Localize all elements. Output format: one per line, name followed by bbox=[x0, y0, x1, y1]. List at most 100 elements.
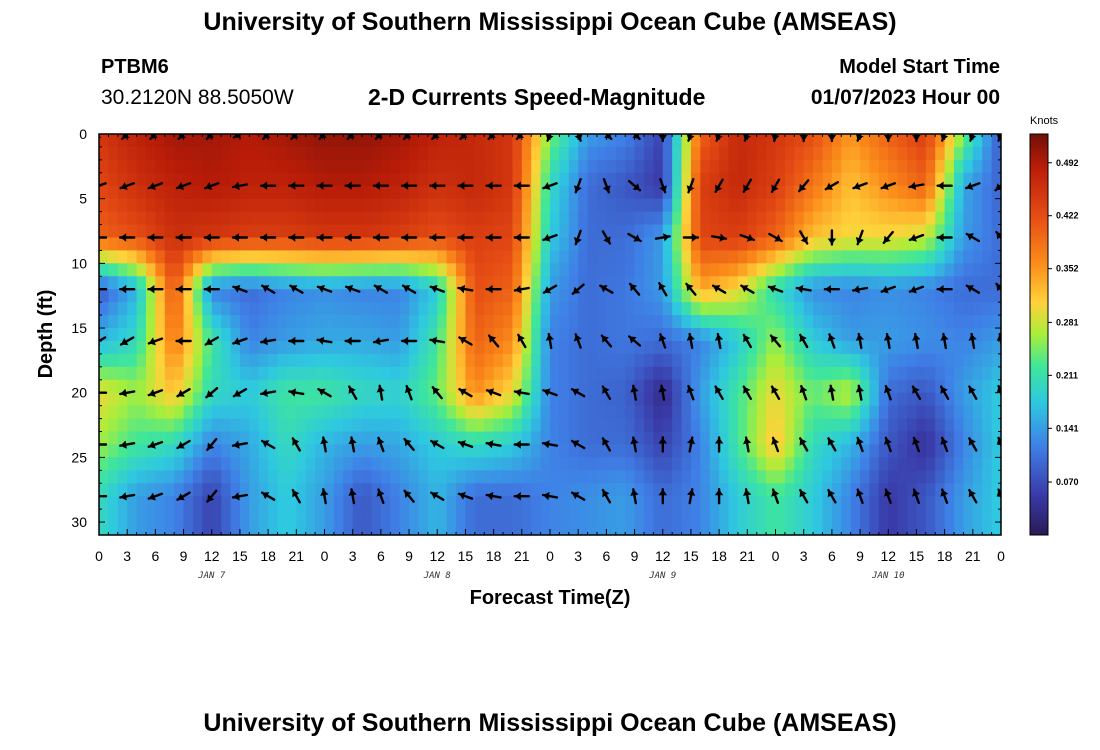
heat-cell bbox=[662, 405, 673, 420]
heat-cell bbox=[944, 159, 955, 174]
heat-cell bbox=[831, 379, 842, 394]
heat-cell bbox=[155, 289, 166, 303]
heat-cell bbox=[521, 302, 532, 316]
arrow-head bbox=[741, 285, 749, 293]
heat-cell bbox=[690, 289, 701, 303]
current-arrow bbox=[457, 491, 474, 500]
arrow-head bbox=[883, 235, 891, 243]
heat-cell bbox=[446, 379, 457, 394]
heat-cell bbox=[493, 509, 504, 523]
arrow-head bbox=[92, 492, 98, 500]
current-arrow bbox=[965, 182, 981, 190]
heat-cell bbox=[305, 457, 316, 471]
arrow-head bbox=[966, 182, 974, 190]
heat-cell bbox=[737, 302, 748, 316]
heat-cell bbox=[550, 146, 560, 161]
heat-cell bbox=[578, 405, 589, 420]
heat-cell bbox=[690, 263, 701, 277]
heat-cell bbox=[183, 522, 194, 535]
heat-cell bbox=[700, 418, 711, 433]
day-label: JAN 10 bbox=[871, 571, 905, 581]
heat-cell bbox=[653, 522, 664, 535]
heat-cell bbox=[192, 328, 203, 342]
heat-cell bbox=[766, 289, 777, 303]
heat-cell bbox=[878, 444, 889, 458]
heat-cell bbox=[324, 496, 335, 510]
heat-cell bbox=[615, 263, 626, 277]
current-arrow bbox=[714, 178, 724, 194]
heat-cell bbox=[813, 431, 824, 446]
heat-cell bbox=[333, 250, 344, 264]
heat-cell bbox=[681, 134, 692, 148]
heat-cell bbox=[587, 237, 598, 252]
heat-cell bbox=[474, 198, 485, 213]
heat-cell bbox=[700, 224, 711, 239]
heat-cell bbox=[784, 340, 795, 355]
heat-cell bbox=[409, 172, 420, 187]
heat-cell bbox=[615, 444, 626, 458]
arrow-head bbox=[573, 237, 582, 245]
arrow-head bbox=[261, 337, 268, 346]
heat-cell bbox=[897, 172, 908, 187]
heat-cell bbox=[315, 185, 326, 200]
heat-cell bbox=[653, 224, 664, 239]
heat-cell bbox=[202, 302, 213, 316]
heat-cell bbox=[606, 340, 617, 355]
heat-cell bbox=[784, 405, 795, 420]
heat-cell bbox=[709, 353, 720, 368]
heat-cell bbox=[963, 198, 974, 213]
heat-cell bbox=[944, 366, 955, 381]
heat-cell bbox=[578, 496, 589, 510]
heat-cell bbox=[991, 418, 1001, 433]
heat-cell bbox=[352, 444, 363, 458]
heat-cell bbox=[183, 134, 194, 148]
heat-cell bbox=[831, 496, 842, 510]
heat-cell bbox=[512, 198, 523, 213]
heat-cell bbox=[155, 405, 166, 420]
arrow-head bbox=[630, 385, 639, 393]
heat-cell bbox=[164, 340, 175, 355]
heat-cell bbox=[634, 353, 645, 368]
heat-cell bbox=[944, 470, 955, 484]
heat-cell bbox=[907, 496, 918, 510]
heat-cell bbox=[568, 379, 579, 394]
heat-cell bbox=[991, 444, 1001, 458]
heat-cell bbox=[324, 353, 335, 368]
heat-cell bbox=[672, 237, 683, 252]
heat-cell bbox=[409, 353, 420, 368]
heat-cell bbox=[869, 172, 880, 187]
heat-cell bbox=[164, 444, 175, 458]
heat-cell bbox=[907, 392, 918, 407]
heat-cell bbox=[145, 405, 156, 420]
heat-cell bbox=[202, 444, 213, 458]
heat-cell bbox=[944, 328, 955, 342]
heat-cell bbox=[493, 250, 504, 264]
heat-cell bbox=[568, 276, 579, 290]
heat-cell bbox=[192, 496, 203, 510]
heat-cell bbox=[606, 457, 617, 471]
heat-cell bbox=[258, 353, 269, 368]
heat-cell bbox=[427, 211, 438, 226]
heat-cell bbox=[991, 509, 1001, 523]
heat-cell bbox=[296, 353, 307, 368]
heat-cell bbox=[446, 392, 457, 407]
heat-cell bbox=[352, 263, 363, 277]
heat-cell bbox=[230, 134, 241, 148]
heat-cell bbox=[164, 185, 175, 200]
arrow-head bbox=[572, 492, 580, 500]
heat-cell bbox=[662, 302, 673, 316]
heat-cell bbox=[625, 418, 636, 433]
heat-cell bbox=[700, 185, 711, 200]
current-arrow bbox=[541, 491, 559, 501]
heat-cell bbox=[672, 483, 683, 497]
heat-cell bbox=[587, 198, 598, 213]
current-arrow bbox=[827, 384, 836, 401]
heat-cell bbox=[474, 496, 485, 510]
heat-cell bbox=[371, 457, 382, 471]
heat-cell bbox=[672, 340, 683, 355]
heat-cell bbox=[794, 198, 805, 213]
current-arrow bbox=[883, 332, 893, 350]
heat-cell bbox=[831, 302, 842, 316]
heat-cell bbox=[615, 340, 626, 355]
heat-cell bbox=[888, 405, 899, 420]
